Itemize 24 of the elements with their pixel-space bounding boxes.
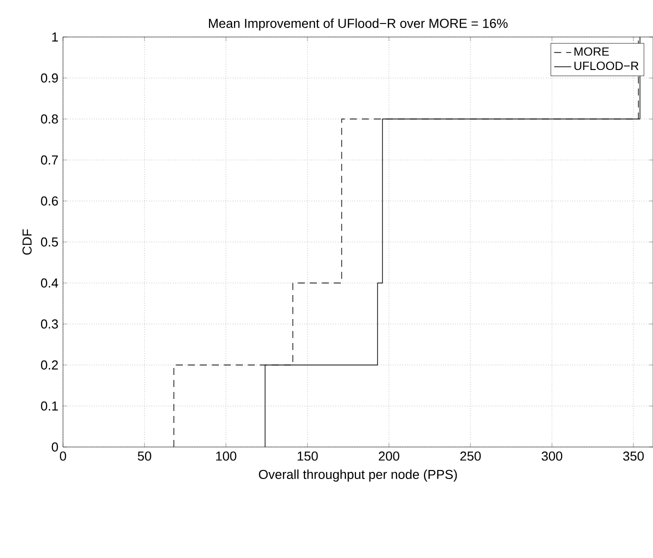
x-tick-label: 0 (60, 452, 66, 461)
y-tick-label: 0.2 (40, 360, 58, 370)
y-tick-label: 0.3 (40, 319, 58, 329)
legend-label: UFLOOD−R (574, 62, 638, 70)
y-tick-label: 0.5 (40, 237, 58, 247)
y-tick-label: 0 (52, 442, 58, 452)
x-tick-label: 200 (378, 452, 400, 461)
chart-title: Mean Improvement of UFlood−R over MORE = 16% (208, 18, 508, 30)
x-tick-label: 150 (298, 452, 318, 461)
x-tick-label: 350 (623, 452, 644, 461)
y-tick-label: 0.9 (40, 73, 58, 83)
legend-label: MORE (574, 47, 609, 56)
y-tick-label: 0.6 (40, 196, 58, 206)
x-axis-title: Overall throughput per node (PPS) (258, 470, 457, 482)
y-tick-label: 0.8 (40, 114, 58, 124)
x-tick-label: 50 (138, 452, 152, 461)
x-tick-label: 250 (460, 452, 481, 461)
y-tick-label: 0.1 (40, 401, 58, 411)
y-tick-label: 0.4 (40, 278, 58, 288)
y-tick-label: 0.7 (40, 155, 58, 165)
y-tick-label: 1 (52, 32, 58, 42)
y-axis-title: CDF (22, 229, 32, 255)
x-tick-label: 100 (216, 452, 236, 461)
x-tick-label: 300 (542, 452, 562, 461)
